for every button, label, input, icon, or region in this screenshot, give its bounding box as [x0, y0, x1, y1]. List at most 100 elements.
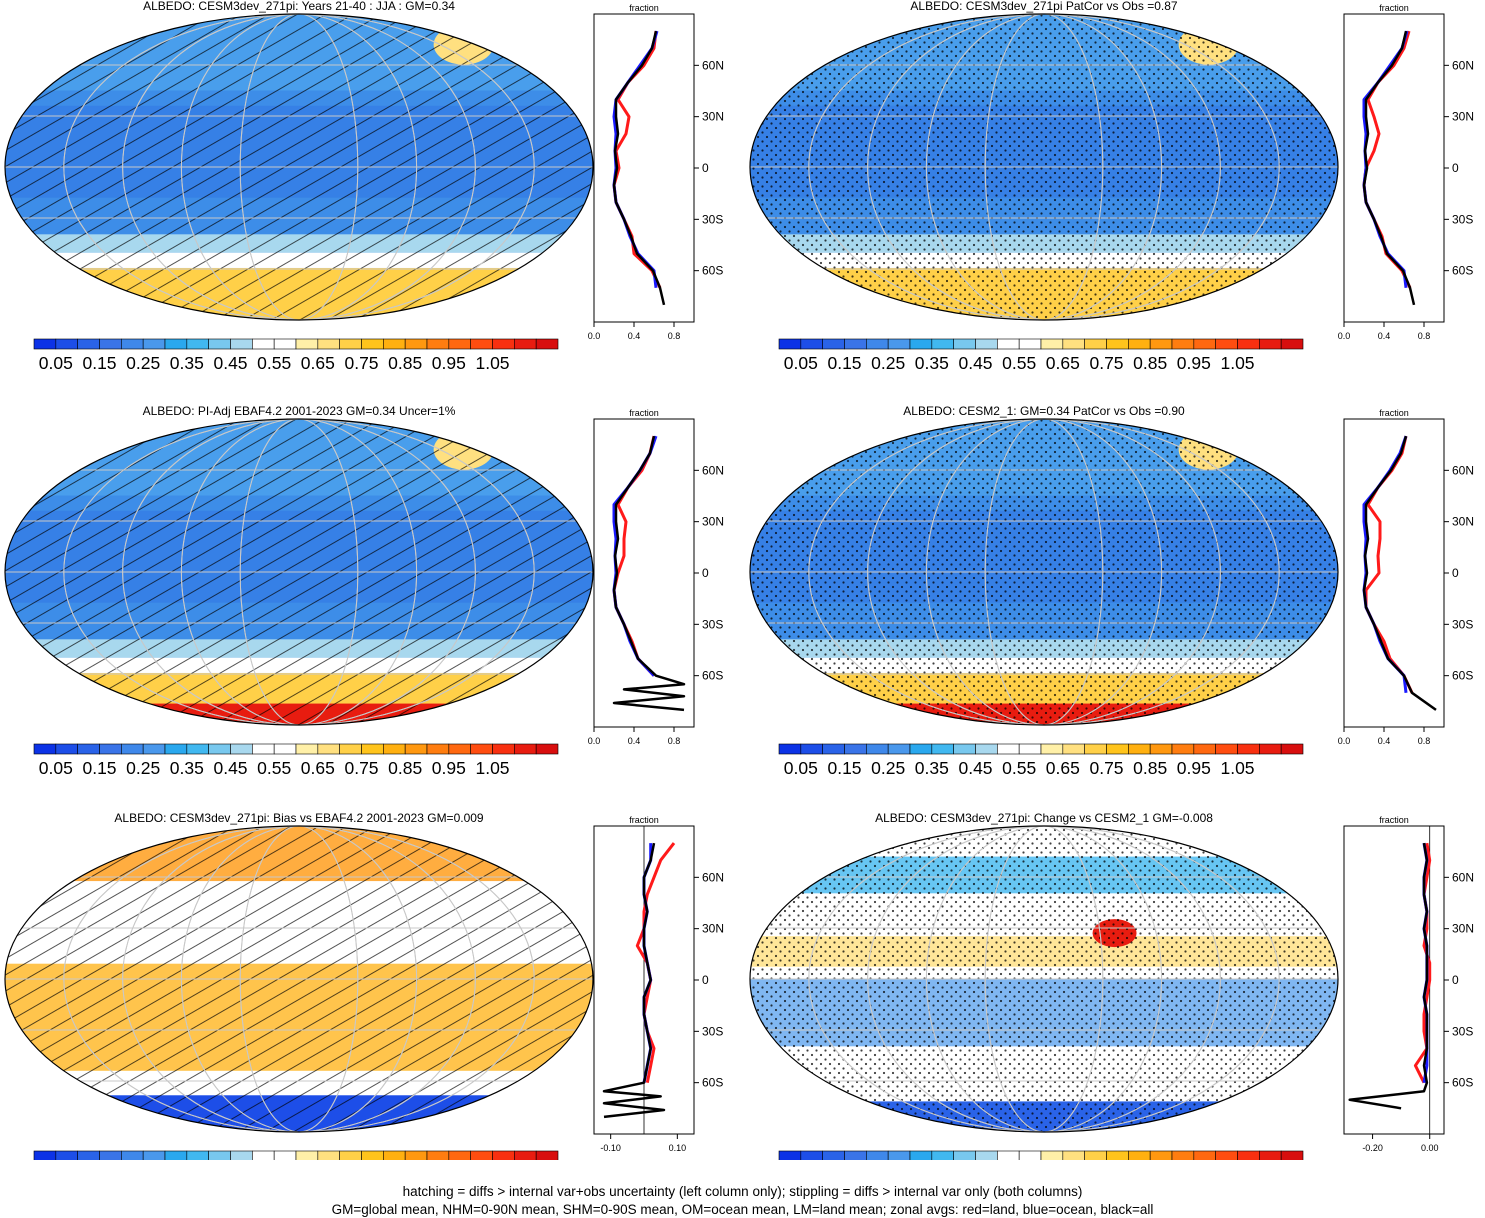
colorbar-swatch [997, 743, 1020, 755]
panel-p2: ALBEDO: CESM3dev_271pi PatCor vs Obs =0.… [749, 0, 1474, 373]
colorbar-swatch [866, 1150, 889, 1160]
panel-title: ALBEDO: CESM3dev_271pi: Years 21-40 : JJ… [143, 0, 455, 13]
colorbar-label: 0.05 [39, 758, 73, 778]
colorbar-swatch [975, 1150, 998, 1160]
colorbar-swatch [844, 743, 867, 755]
map-field [5, 419, 593, 725]
colorbar-swatch [339, 338, 362, 350]
colorbar-swatch [1171, 1150, 1195, 1160]
colorbar-label: 0.75 [344, 758, 378, 778]
graticule-lon [122, 419, 476, 725]
map-border [4, 418, 594, 726]
graticule-lon [239, 14, 359, 320]
colorbar-swatch [1149, 1150, 1173, 1160]
colorbar-swatch [492, 743, 515, 755]
zonal-xlabel: fraction [629, 408, 659, 418]
zonal-xtick-label: 0.8 [1418, 736, 1431, 746]
graticule-lon [180, 826, 418, 1132]
colorbar-label: 0.35 [915, 758, 949, 778]
zonal-lat-label: 30S [702, 617, 723, 631]
zonal-series-black [602, 842, 666, 1119]
colorbar-swatch [99, 338, 122, 350]
zonal-lat-label: 60S [1452, 669, 1473, 683]
colorbar-label: 0.95 [432, 758, 466, 778]
graticule-lon [808, 419, 1280, 725]
colorbar-swatch [1193, 743, 1216, 755]
colorbar-swatch [800, 338, 823, 350]
colorbar-swatch [361, 1150, 384, 1160]
colorbar-swatch [383, 743, 406, 755]
zonal-xtick-label: 0.00 [1421, 1143, 1439, 1153]
colorbar-label: 0.65 [1046, 353, 1080, 373]
colorbar-label: 0.45 [958, 353, 992, 373]
panel-p6: ALBEDO: CESM3dev_271pi: Change vs CESM2_… [749, 811, 1474, 1160]
colorbar-swatch [1018, 743, 1042, 755]
colorbar-swatch [866, 338, 889, 350]
zonal-xlabel: fraction [1379, 815, 1409, 825]
colorbar-swatch [975, 338, 998, 350]
zonal-xtick-label: 0.0 [588, 736, 601, 746]
graticule-lon [808, 826, 1280, 1132]
colorbar-swatch [470, 1150, 493, 1160]
colorbar-swatch [909, 338, 933, 350]
colorbar-swatch [142, 338, 166, 350]
colorbar-swatch [317, 743, 340, 755]
colorbar-swatch [230, 743, 253, 755]
colorbar-swatch [844, 1150, 867, 1160]
colorbar-swatch [339, 1150, 362, 1160]
graticule-lon [63, 826, 535, 1132]
colorbar-label: 0.55 [257, 353, 291, 373]
graticule-lon [867, 826, 1221, 1132]
colorbar-swatch [1215, 743, 1238, 755]
colorbar-swatch [1040, 1150, 1064, 1160]
zonal-lat-label: 30S [1452, 212, 1473, 226]
colorbar-swatch [931, 1150, 954, 1160]
colorbar-label: 0.35 [915, 353, 949, 373]
colorbar-label: 0.15 [82, 758, 116, 778]
colorbar-swatch [997, 338, 1020, 350]
colorbar-swatch [55, 1150, 78, 1160]
colorbar-swatch [1062, 1150, 1085, 1160]
colorbar-swatch [383, 1150, 406, 1160]
panel-title: ALBEDO: CESM3dev_271pi: Change vs CESM2_… [875, 811, 1213, 825]
zonal-lat-label: 0 [702, 566, 709, 580]
zonal-lat-label: 60S [702, 1076, 723, 1090]
colorbar-swatch [77, 1150, 100, 1160]
colorbar-swatch [1106, 1150, 1129, 1160]
colorbar-swatch [273, 1150, 297, 1160]
colorbar-swatch [1237, 743, 1260, 755]
colorbar-swatch [822, 338, 845, 350]
zonal-lat-label: 30N [702, 110, 724, 124]
colorbar-label: 0.65 [301, 758, 335, 778]
colorbar-label: 0.05 [784, 353, 818, 373]
map-field [750, 826, 1338, 1132]
colorbar-swatch [535, 1150, 559, 1160]
colorbar-swatch [404, 1150, 428, 1160]
colorbar-swatch [822, 743, 845, 755]
graticule-lon [867, 14, 1221, 320]
colorbar-label: 0.75 [1089, 758, 1123, 778]
colorbar-swatch [55, 743, 78, 755]
graticule-lon [239, 826, 359, 1132]
figure: ALBEDO: CESM3dev_271pi: Years 21-40 : JJ… [4, 0, 1474, 1160]
colorbar-swatch [208, 743, 231, 755]
panel-title: ALBEDO: CESM3dev_271pi PatCor vs Obs =0.… [910, 0, 1177, 13]
colorbar-swatch [1106, 743, 1129, 755]
graticule-lon [180, 419, 418, 725]
colorbar-swatch [1171, 338, 1195, 350]
panel-p4: ALBEDO: CESM2_1: GM=0.34 PatCor vs Obs =… [749, 404, 1474, 778]
zonal-lat-label: 30N [702, 922, 724, 936]
zonal-series-black [1362, 30, 1416, 306]
colorbar-label: 0.45 [213, 758, 247, 778]
colorbar-label: 0.85 [388, 758, 422, 778]
map-field [5, 14, 593, 320]
colorbar-swatch [1084, 1150, 1107, 1160]
colorbar-swatch [339, 743, 362, 755]
zonal-xtick-label: 0.4 [1378, 736, 1391, 746]
colorbar-swatch [99, 1150, 122, 1160]
panel-title: ALBEDO: PI-Adj EBAF4.2 2001-2023 GM=0.34… [143, 404, 456, 418]
colorbar-swatch [909, 743, 933, 755]
graticule-lon [867, 419, 1221, 725]
zonal-lat-label: 0 [702, 161, 709, 175]
graticule-lon [180, 14, 418, 320]
